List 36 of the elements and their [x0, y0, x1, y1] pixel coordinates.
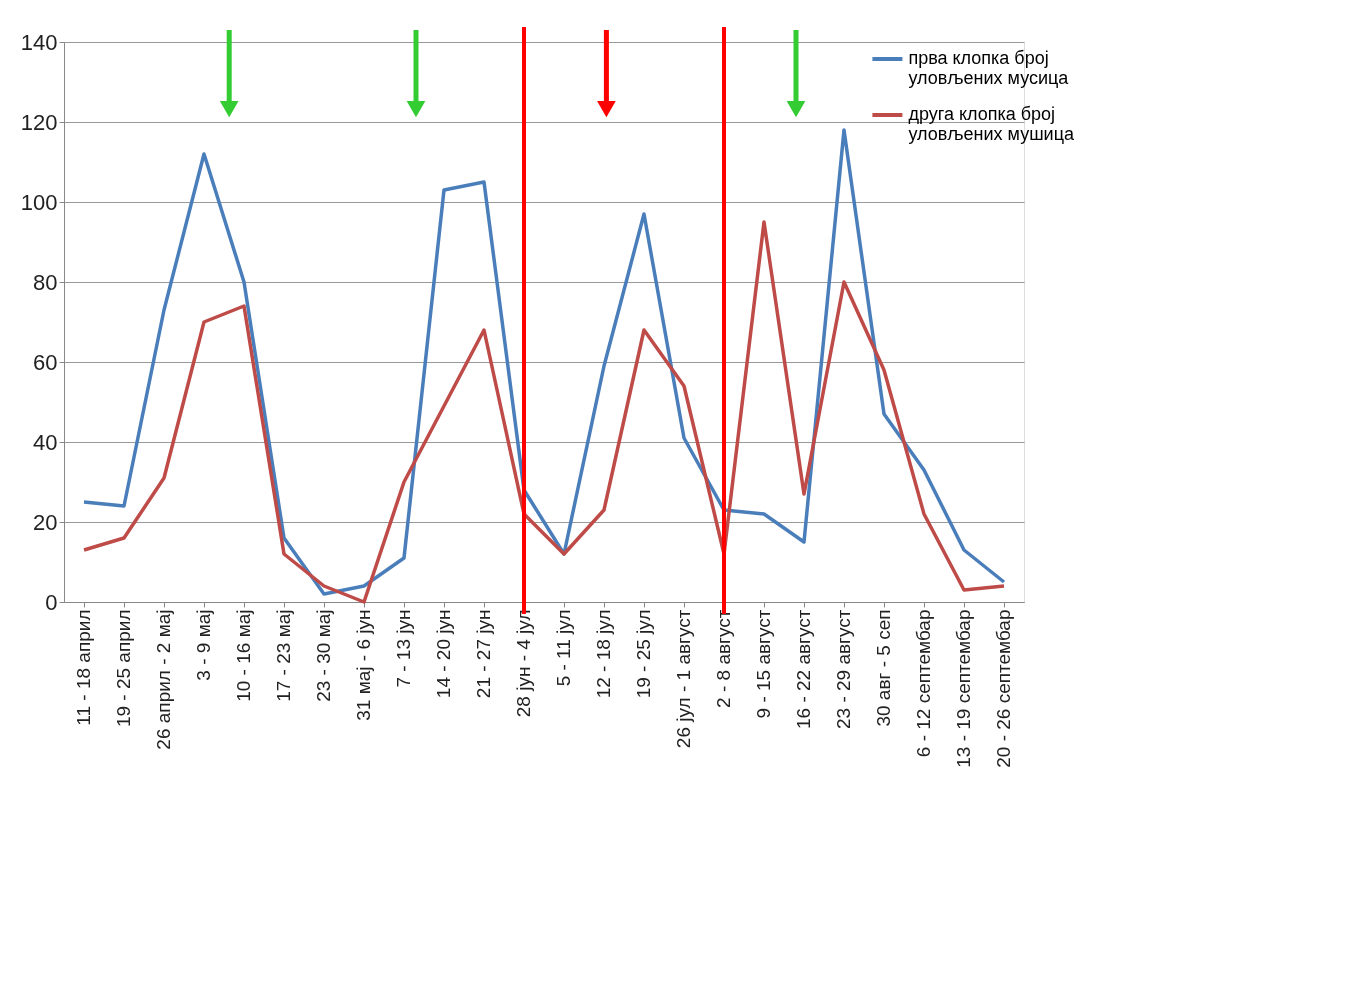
x-tick-label: 12 - 18 јул [593, 609, 614, 699]
x-tick-label: 30 авг - 5 сеп [873, 609, 894, 727]
x-tick-label: 31 мај - 6 јун [353, 609, 374, 721]
x-tick-label: 20 - 26 септембар [993, 609, 1014, 768]
x-tick-label: 23 - 30 мај [313, 609, 334, 702]
x-tick-label: 3 - 9 мај [193, 609, 214, 681]
x-tick-label: 10 - 16 мај [233, 609, 254, 702]
y-tick-label: 20 [33, 509, 58, 535]
x-tick-label: 2 - 8 август [713, 609, 734, 708]
x-tick-label: 13 - 19 септембар [953, 609, 974, 768]
y-tick-label: 0 [45, 589, 58, 615]
line-series [82, 220, 1006, 604]
x-tick-label: 26 април - 2 мај [153, 609, 174, 750]
y-tick-label: 120 [20, 109, 58, 135]
x-tick-label: 6 - 12 септембар [913, 609, 934, 758]
x-tick-label: 5 - 11 јул [553, 609, 574, 687]
y-tick-label: 40 [33, 429, 58, 455]
x-tick-label: 9 - 15 август [753, 609, 774, 719]
x-tick-label: 16 - 22 август [793, 609, 814, 730]
x-tick-label: 23 - 29 август [833, 609, 854, 730]
x-tick-label: 7 - 13 јун [393, 609, 414, 688]
y-tick-label: 60 [33, 349, 58, 375]
legend-label: друга клопка број уловљених мушица [908, 104, 1075, 144]
x-tick-label: 19 - 25 јул [633, 609, 654, 699]
y-tick-label: 140 [20, 29, 58, 55]
x-tick-label: 17 - 23 мај [273, 609, 294, 702]
y-tick-label: 100 [20, 189, 58, 215]
x-tick-label: 21 - 27 јун [473, 609, 494, 699]
legend-label: прва клопка број уловљених мусица [908, 48, 1070, 88]
line-series [82, 128, 1006, 596]
x-tick-label: 14 - 20 јун [433, 609, 454, 699]
x-tick-label: 19 - 25 април [113, 609, 134, 728]
y-tick-label: 80 [33, 269, 58, 295]
x-tick-label: 26 јул - 1 август [673, 609, 694, 749]
x-tick-label: 28 јун - 4 јул [513, 609, 534, 718]
x-tick-label: 11 - 18 април [73, 609, 94, 726]
